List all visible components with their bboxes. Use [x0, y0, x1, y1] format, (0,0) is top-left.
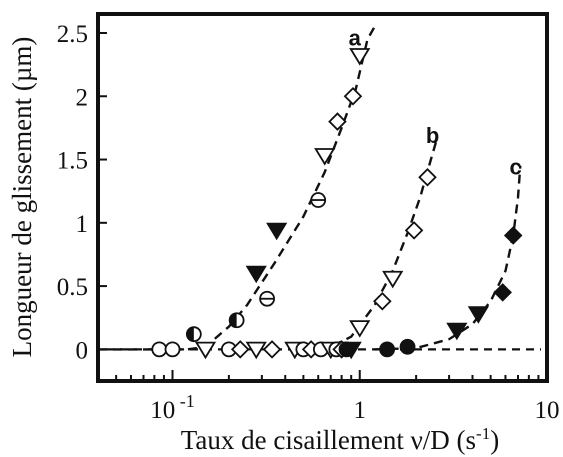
data-point-a: [266, 222, 288, 241]
fit-curve-a: [98, 26, 376, 351]
data-point-c: [399, 338, 416, 355]
y-tick-label: 2: [76, 84, 89, 111]
data-point-c: [467, 306, 489, 324]
data-point-b: [418, 167, 437, 187]
data-point-a: [245, 265, 267, 284]
fit-curve-c: [374, 165, 522, 351]
data-point-c: [503, 226, 523, 245]
data-point-b: [382, 270, 404, 289]
data-point-a: [194, 341, 217, 360]
y-tick-label: 0: [76, 337, 89, 364]
plot-frame: [96, 12, 549, 383]
data-point-b: [373, 291, 392, 311]
data-point-c: [379, 341, 396, 358]
data-point-a: [151, 341, 168, 358]
data-point-baseline: [245, 341, 267, 360]
x-tick-label: 10: [535, 397, 560, 424]
x-axis-label: Taux de cisaillement ν/D (s-1): [181, 424, 499, 455]
data-point-a: [314, 148, 336, 166]
data-point-baseline: [262, 340, 282, 359]
data-point-b: [404, 221, 424, 240]
x-tick-label: 1: [354, 397, 367, 424]
data-point-a: [185, 326, 202, 343]
data-points: [151, 48, 523, 360]
data-point-baseline: [230, 340, 250, 359]
data-point-b: [349, 320, 371, 338]
data-point-c: [338, 341, 355, 358]
curve-labels: a b c: [349, 26, 522, 180]
curve-label-c: c: [510, 155, 522, 180]
data-point-c: [493, 283, 512, 302]
x-tick-label: 10 -1: [150, 391, 195, 424]
curve-label-a: a: [349, 26, 362, 51]
fit-curve-b: [303, 136, 439, 351]
data-point-a: [228, 312, 245, 329]
y-tick-label: 1.5: [57, 148, 88, 175]
y-tick-label: 0.5: [57, 274, 88, 301]
data-point-a: [343, 86, 363, 106]
x-axis-ticks: 10 -1 1 10: [97, 370, 560, 424]
curve-label-b: b: [426, 123, 439, 148]
data-point-a: [349, 48, 371, 66]
y-tick-label: 1: [76, 211, 89, 238]
fit-curves: [98, 26, 522, 351]
data-point-a: [164, 341, 181, 358]
data-point-a: [259, 290, 275, 307]
y-axis-label: Longueur de glissement (µm): [7, 37, 37, 358]
y-axis-ticks: 0 0.5 1 1.5 2 2.5: [57, 21, 107, 364]
data-point-a: [328, 112, 347, 131]
data-point-c: [446, 322, 468, 341]
data-point-a: [310, 192, 327, 208]
y-tick-label: 2.5: [57, 21, 88, 48]
